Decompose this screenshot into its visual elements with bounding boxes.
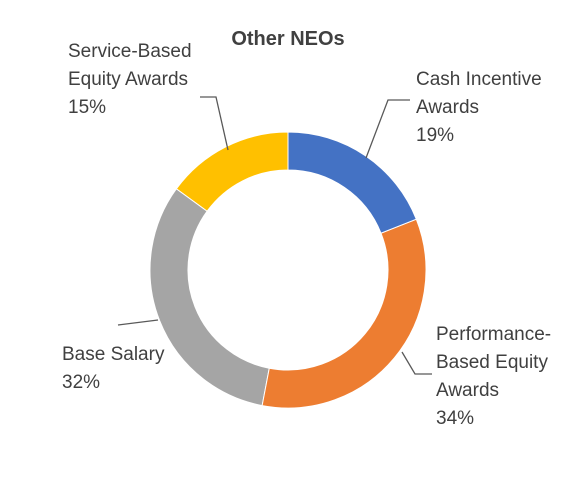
- value-label: 19%: [416, 125, 455, 146]
- slice-label: Service-Based Equity Awards 15%: [68, 38, 193, 122]
- leader-line: [117, 319, 159, 326]
- category-label: Service-Based Equity Awards: [68, 41, 192, 90]
- leader-line: [401, 351, 432, 375]
- category-label: Cash Incentive Awards: [416, 69, 542, 118]
- slice-label: Base Salary 32%: [62, 341, 202, 397]
- value-label: 15%: [68, 97, 107, 118]
- leader-line: [365, 99, 410, 159]
- category-label: Performance-Based Equity Awards: [436, 324, 552, 401]
- slice: [261, 218, 427, 409]
- slice-label: Cash Incentive Awards 19%: [416, 66, 561, 150]
- slice-label: Performance-Based Equity Awards 34%: [436, 321, 571, 433]
- slice: [175, 131, 289, 212]
- slice: [287, 131, 417, 234]
- slice: [149, 188, 270, 407]
- value-label: 32%: [62, 372, 101, 393]
- value-label: 34%: [436, 408, 475, 429]
- leader-line: [200, 96, 229, 151]
- chart-title: Other NEOs: [231, 28, 345, 50]
- category-label: Base Salary: [62, 344, 165, 365]
